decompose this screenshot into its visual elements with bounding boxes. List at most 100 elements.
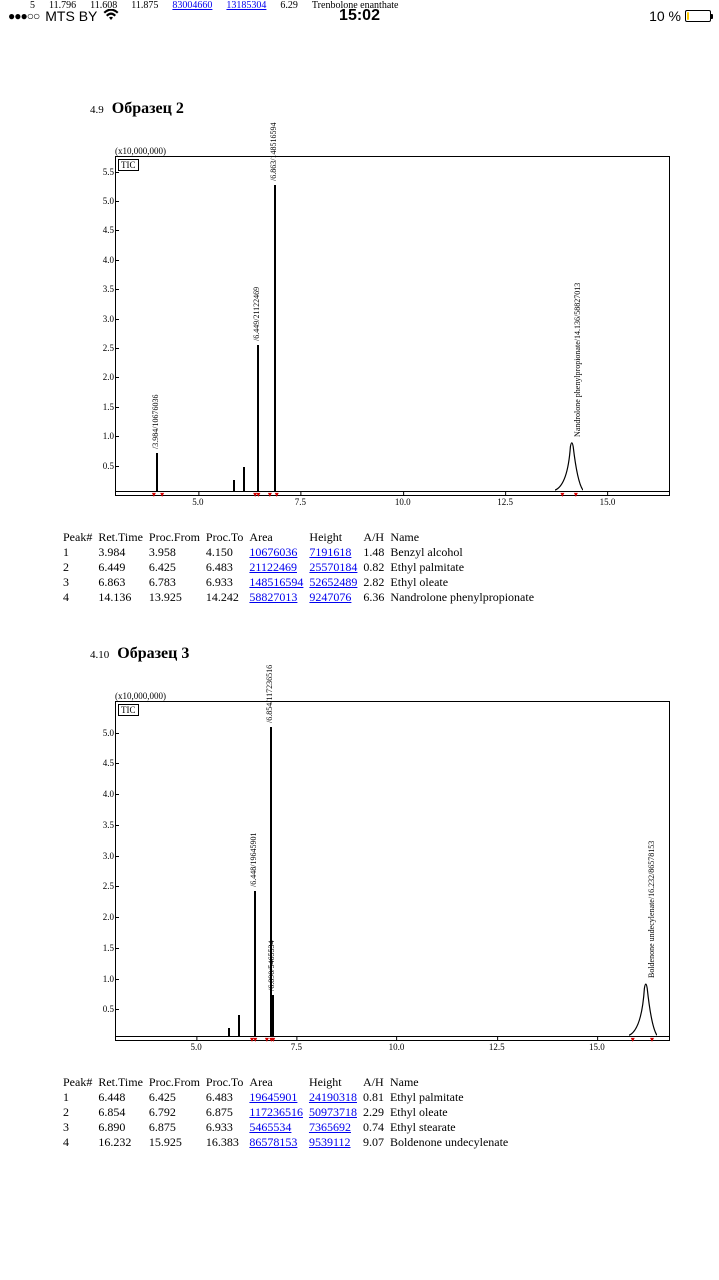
y-tick-label: 3.5 <box>88 820 114 830</box>
cell: 6.933 <box>203 1120 247 1135</box>
cell: 2.29 <box>360 1105 387 1120</box>
section-number: 4.10 <box>90 649 109 661</box>
cell: 3 <box>60 575 95 590</box>
y-tick-label: 4.0 <box>88 789 114 799</box>
cell: 6.792 <box>146 1105 203 1120</box>
x-axis-ticks: 5.07.510.012.515.0 <box>116 1042 669 1056</box>
integration-mark-icon: ▾ <box>271 1035 277 1041</box>
cell: Ethyl palmitate <box>387 1090 511 1105</box>
section-number: 4.9 <box>90 104 104 116</box>
value-link[interactable]: 10676036 <box>249 545 297 559</box>
table-header-row: Peak#Ret.TimeProc.FromProc.ToAreaHeightA… <box>60 530 537 545</box>
y-tick-label: 3.0 <box>88 851 114 861</box>
cell-link: 9247076 <box>306 590 360 605</box>
cell: 6.483 <box>203 1090 247 1105</box>
cell: 6.890 <box>95 1120 146 1135</box>
peak <box>274 185 276 492</box>
cell-link: 9539112 <box>306 1135 360 1150</box>
x-tick-label: 15.0 <box>589 1042 605 1052</box>
x-tick-label: 12.5 <box>497 497 513 507</box>
col-header: Peak# <box>60 530 95 545</box>
integration-mark-icon: ▾ <box>256 490 262 496</box>
cell-link: 24190318 <box>306 1090 360 1105</box>
integration-mark-icon: ▾ <box>160 490 166 496</box>
cell: 2 <box>60 560 95 575</box>
section-heading-1: 4.9 Образец 2 <box>90 100 689 118</box>
cell: 16.232 <box>95 1135 146 1150</box>
carrier-label: MTS BY <box>45 8 97 24</box>
cell: 6.425 <box>146 560 203 575</box>
cell: Ethyl oleate <box>387 1105 511 1120</box>
x-axis-ticks: 5.07.510.012.515.0 <box>116 497 669 511</box>
value-link[interactable]: 19645901 <box>249 1090 297 1104</box>
col-header: Area <box>246 1075 306 1090</box>
cell-link: 86578153 <box>246 1135 306 1150</box>
y-axis-ticks: 0.51.01.52.02.53.03.54.04.55.0 <box>88 702 114 1040</box>
y-tick-label: 0.5 <box>88 1004 114 1014</box>
value-link[interactable]: 25570184 <box>309 560 357 574</box>
baseline <box>116 491 669 492</box>
value-link[interactable]: 9247076 <box>309 590 351 604</box>
cell: 3 <box>60 1120 95 1135</box>
value-link[interactable]: 9539112 <box>309 1135 351 1149</box>
x-tick-label: 5.0 <box>192 497 203 507</box>
section-heading-2: 4.10 Образец 3 <box>90 645 689 663</box>
peak-label: /6.890/5465534 <box>267 940 276 990</box>
y-tick-label: 3.5 <box>88 284 114 294</box>
integration-mark-icon: ▾ <box>152 490 158 496</box>
value-link[interactable]: 86578153 <box>249 1135 297 1149</box>
value-link[interactable]: 5465534 <box>249 1120 291 1134</box>
chromatogram-plot-2: TIC 0.51.01.52.02.53.03.54.04.55.0 5.07.… <box>115 701 670 1041</box>
y-tick-label: 2.0 <box>88 372 114 382</box>
peak <box>238 1015 240 1037</box>
cell: 4 <box>60 590 95 605</box>
y-tick-label: 5.5 <box>88 167 114 177</box>
col-header: Height <box>306 1075 360 1090</box>
y-tick-label: 4.5 <box>88 758 114 768</box>
section-title: Образец 3 <box>117 645 189 662</box>
cell: 4.150 <box>203 545 247 560</box>
cell: Ethyl oleate <box>387 575 537 590</box>
cell: 6.36 <box>360 590 387 605</box>
cell: 0.82 <box>360 560 387 575</box>
cell: 6.875 <box>203 1105 247 1120</box>
cell: 1 <box>60 545 95 560</box>
cell: Ethyl palmitate <box>387 560 537 575</box>
baseline <box>116 1036 669 1037</box>
value-link[interactable]: 117236516 <box>249 1105 303 1119</box>
y-scale-label: (x10,000,000) <box>115 691 689 701</box>
section-title: Образец 2 <box>112 100 184 117</box>
cell-link: 21122469 <box>246 560 306 575</box>
value-link[interactable]: 50973718 <box>309 1105 357 1119</box>
battery-fill <box>687 12 689 20</box>
y-tick-label: 5.0 <box>88 728 114 738</box>
value-link[interactable]: 24190318 <box>309 1090 357 1104</box>
col-header: Peak# <box>60 1075 95 1090</box>
y-tick-label: 1.5 <box>88 943 114 953</box>
battery-pct-label: 10 % <box>649 8 681 24</box>
value-link[interactable]: 52652489 <box>309 575 357 589</box>
peak <box>233 480 235 492</box>
cell: 6.425 <box>146 1090 203 1105</box>
cell: 14.242 <box>203 590 247 605</box>
cell-link: 10676036 <box>246 545 306 560</box>
peak-table-1: Peak#Ret.TimeProc.FromProc.ToAreaHeightA… <box>60 530 537 605</box>
y-tick-label: 4.0 <box>88 255 114 265</box>
value-link[interactable]: 148516594 <box>249 575 303 589</box>
cell: 4 <box>60 1135 95 1150</box>
value-link[interactable]: 7191618 <box>309 545 351 559</box>
x-tick-label: 5.0 <box>191 1042 202 1052</box>
cell: 3.984 <box>95 545 146 560</box>
x-tick-label: 7.5 <box>295 497 306 507</box>
y-axis-ticks: 0.51.01.52.02.53.03.54.04.55.05.5 <box>88 157 114 495</box>
peak-label: /6.449/21122469 <box>252 286 261 340</box>
value-link[interactable]: 21122469 <box>249 560 297 574</box>
cell: 6.875 <box>146 1120 203 1135</box>
value-link[interactable]: 58827013 <box>249 590 297 604</box>
peak-label: /6.863/148516594 <box>269 123 278 181</box>
integration-mark-icon: ▾ <box>560 490 566 496</box>
x-tick-label: 10.0 <box>389 1042 405 1052</box>
peak-table-2: Peak#Ret.TimeProc.FromProc.ToAreaHeightA… <box>60 1075 511 1150</box>
cell: 6.448 <box>95 1090 146 1105</box>
value-link[interactable]: 7365692 <box>309 1120 351 1134</box>
